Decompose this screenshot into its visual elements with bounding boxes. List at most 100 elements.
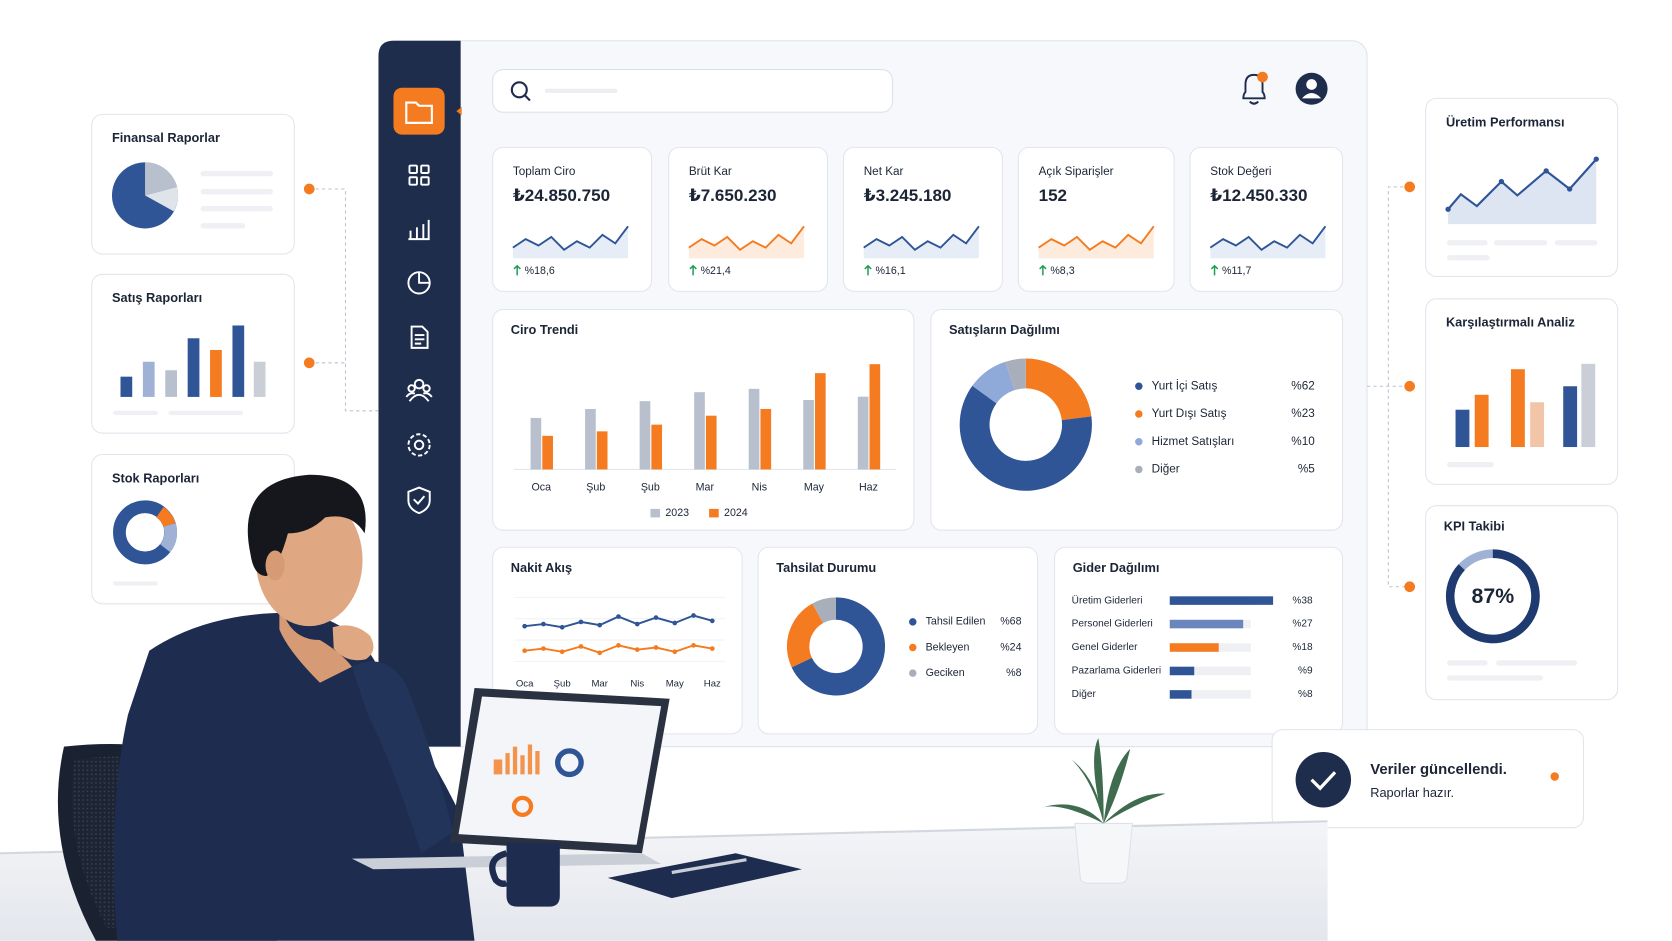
nav-shield[interactable] — [407, 486, 431, 515]
side-panel-title: Finansal Raporlar — [112, 130, 220, 145]
bar — [857, 396, 869, 470]
legend-value: %5 — [1298, 463, 1315, 476]
nav-icons — [405, 164, 433, 515]
nav-doc[interactable] — [410, 325, 429, 349]
toast-dot — [1550, 772, 1559, 781]
ear — [265, 550, 285, 581]
chart-title: Nakit Akış — [511, 560, 572, 575]
donut-segment — [1025, 358, 1092, 421]
bar — [542, 435, 553, 470]
nav-active[interactable] — [393, 87, 445, 135]
x-tick-label: Nis — [630, 678, 644, 689]
line-point — [559, 649, 565, 655]
mug-handle — [489, 850, 508, 887]
category-label: Üretim Giderleri — [1072, 594, 1143, 606]
donut-segment — [959, 385, 1092, 491]
donut-segment — [1005, 358, 1026, 391]
side-panel-title: Üretim Performansı — [1446, 114, 1565, 129]
line-point — [672, 649, 678, 655]
chart-title: KPI Takibi — [1444, 518, 1505, 533]
x-tick-label: Oca — [531, 481, 551, 493]
kpi-sparkline — [1209, 225, 1327, 252]
legend-value: %24 — [1000, 641, 1021, 653]
chart-title: Ciro Trendi — [511, 322, 578, 337]
mini-line — [200, 188, 273, 195]
neck — [279, 597, 352, 683]
nav-settings[interactable] — [413, 439, 425, 451]
legend-value: %23 — [1291, 407, 1314, 420]
legend-label: Diğer — [1152, 463, 1180, 476]
side-panel-title: Karşılaştırmalı Analiz — [1446, 315, 1575, 330]
decoration — [407, 433, 431, 457]
decoration — [405, 392, 433, 402]
line-point — [672, 620, 678, 626]
mini-line — [168, 410, 244, 416]
line-point — [691, 613, 696, 618]
mini-line — [1447, 255, 1490, 261]
kpi-value: ₺7.650.230 — [689, 186, 777, 205]
legend-dot — [1135, 382, 1143, 390]
donut-segment — [972, 361, 1015, 404]
kpi-sparkline-area — [1210, 226, 1326, 259]
mini-dot — [1543, 168, 1549, 174]
line-point — [634, 621, 640, 627]
trend-arrow — [513, 264, 521, 276]
toast-icon — [1295, 752, 1352, 808]
mini-bar — [1510, 369, 1525, 448]
mini-line — [200, 170, 273, 177]
kpi-sparkline — [688, 225, 805, 252]
kpi-change: %8,3 — [1050, 265, 1074, 277]
value-label: %8 — [1298, 689, 1313, 700]
kpi-value: ₺24.850.750 — [513, 186, 610, 205]
laptop-bars — [493, 744, 540, 775]
mini-line — [113, 410, 158, 416]
kpi-value: ₺3.245.180 — [864, 186, 952, 205]
line-point — [709, 646, 715, 651]
hand — [332, 625, 374, 661]
value-label: %9 — [1298, 666, 1313, 677]
line-point — [578, 644, 584, 649]
illustration — [0, 474, 1328, 941]
kpi-label: Açık Siparişler — [1039, 165, 1114, 178]
line-point — [541, 621, 546, 627]
line-point — [653, 645, 659, 650]
trend-arrow — [1210, 264, 1219, 276]
legend-label: Tahsil Edilen — [926, 616, 986, 628]
mini-line — [200, 223, 246, 229]
x-tick-label: May — [666, 678, 684, 689]
line-point — [578, 619, 584, 625]
trend-arrow — [1039, 264, 1047, 276]
bell-icon[interactable] — [1242, 73, 1266, 105]
mini-pie-slice — [145, 186, 179, 212]
bar-track — [1169, 666, 1251, 676]
side-panel — [1425, 97, 1619, 277]
kpi-sparkline-area — [863, 226, 979, 259]
legend-dot — [909, 618, 917, 626]
legend-label: Yurt İçi Satış — [1152, 379, 1218, 392]
decoration — [408, 176, 418, 186]
search-bar[interactable] — [492, 69, 894, 113]
line-point — [653, 615, 659, 620]
toast-check — [1310, 771, 1337, 791]
mini-bar — [253, 361, 266, 397]
toast-title: Veriler güncellendi. — [1370, 761, 1507, 778]
bar — [596, 431, 608, 470]
category-label: Personel Giderleri — [1072, 619, 1153, 630]
bar — [760, 408, 772, 470]
x-tick-label: Mar — [591, 678, 608, 689]
bar — [1169, 619, 1244, 629]
decoration — [1041, 804, 1104, 824]
x-tick-label: Nis — [752, 481, 767, 493]
nav-grid[interactable] — [408, 164, 418, 174]
connector — [1387, 186, 1410, 588]
kpi-change: %21,4 — [701, 265, 731, 277]
mini-bar — [210, 350, 222, 397]
legend-dot — [1135, 465, 1143, 474]
nav-users[interactable] — [413, 378, 425, 390]
mini-bar — [120, 376, 133, 397]
nav-bars[interactable] — [408, 219, 430, 241]
mini-line — [1447, 461, 1494, 468]
line-point — [541, 646, 546, 651]
